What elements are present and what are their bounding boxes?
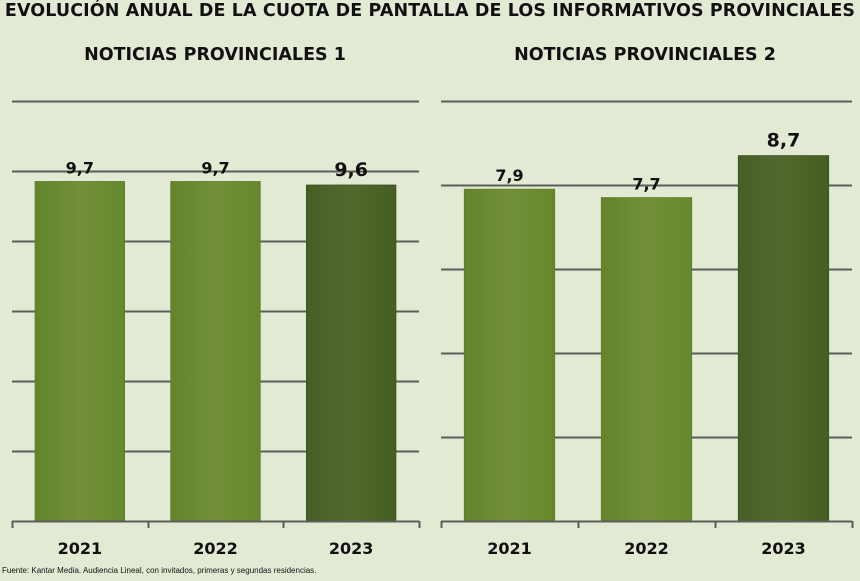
value-label: 9,7: [66, 159, 94, 178]
value-label: 7,9: [495, 166, 523, 185]
bar-2021: [35, 182, 125, 522]
x-tick-label: 2021: [58, 539, 103, 558]
value-label: 9,7: [201, 159, 229, 178]
x-tick-label: 2023: [329, 539, 374, 558]
x-tick-label: 2023: [761, 539, 806, 558]
x-tick-label: 2022: [624, 539, 669, 558]
x-tick-label: 2021: [487, 539, 532, 558]
bar-2021: [464, 189, 554, 521]
chart-panel-2: 7,9 2021 7,7 2022 8,7 2023: [441, 102, 853, 559]
bar-2022: [601, 198, 691, 521]
value-label: 7,7: [632, 175, 660, 194]
bar-2022: [171, 182, 261, 522]
value-label: 9,6: [334, 159, 368, 181]
value-label: 8,7: [767, 130, 801, 152]
x-tick-label: 2022: [193, 539, 238, 558]
bar-2023: [306, 185, 396, 521]
source-note: Fuente: Kantar Media. Audiencia Lineal, …: [2, 566, 316, 575]
charts-canvas: 9,7 2021 9,7 2022 9,6 2023 7,9 2021 7,7 2022 8,7 2…: [0, 0, 860, 581]
chart-panel-1: 9,7 2021 9,7 2022 9,6 2023: [12, 102, 420, 559]
bar-2023: [738, 156, 828, 521]
